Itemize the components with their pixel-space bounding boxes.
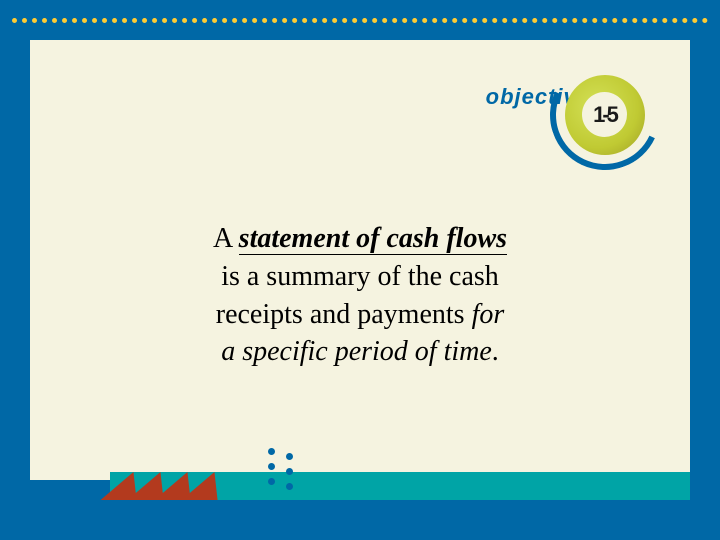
dot-column-1 bbox=[268, 448, 275, 485]
decorative-dot bbox=[286, 468, 293, 475]
decorative-dot bbox=[268, 448, 275, 455]
text-line3-prefix: receipts and payments bbox=[216, 299, 472, 330]
objective-badge: 1-5 bbox=[550, 60, 670, 180]
content-panel: objective 1-5 A statement of cash flows … bbox=[30, 40, 690, 480]
badge-number: 1-5 bbox=[593, 102, 616, 128]
text-line1-em: statement of cash flows bbox=[239, 223, 507, 255]
decorative-dot bbox=[268, 463, 275, 470]
dot-column-2 bbox=[286, 453, 293, 490]
definition-text: A statement of cash flows is a summary o… bbox=[30, 220, 690, 371]
text-line2: is a summary of the cash bbox=[221, 261, 499, 292]
swirl-center: 1-5 bbox=[582, 92, 627, 137]
text-line1-prefix: A bbox=[213, 223, 239, 254]
decorative-dot bbox=[286, 483, 293, 490]
red-zigzag-shapes bbox=[108, 472, 216, 500]
text-line4-suffix: . bbox=[492, 336, 499, 367]
text-line3-em: for bbox=[472, 299, 505, 330]
dotted-top-border bbox=[12, 18, 708, 26]
decorative-dot bbox=[286, 453, 293, 460]
text-line4-em: a specific period of time bbox=[221, 336, 492, 367]
decorative-dot bbox=[268, 478, 275, 485]
